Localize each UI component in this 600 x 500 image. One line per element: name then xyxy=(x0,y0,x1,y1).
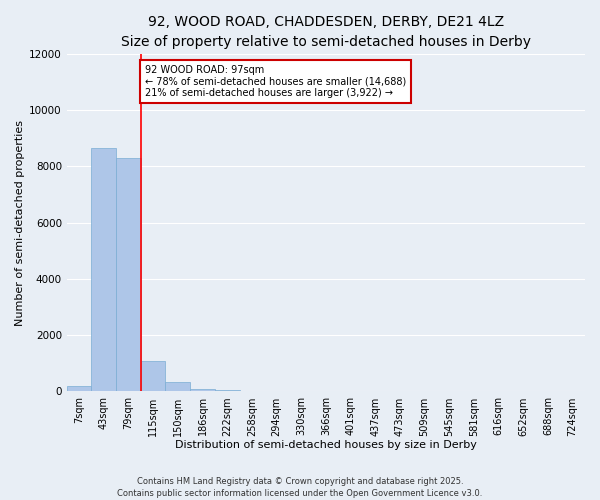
Bar xyxy=(116,158,141,392)
Bar xyxy=(215,390,239,392)
Title: 92, WOOD ROAD, CHADDESDEN, DERBY, DE21 4LZ
Size of property relative to semi-det: 92, WOOD ROAD, CHADDESDEN, DERBY, DE21 4… xyxy=(121,15,531,48)
Text: 92 WOOD ROAD: 97sqm
← 78% of semi-detached houses are smaller (14,688)
21% of se: 92 WOOD ROAD: 97sqm ← 78% of semi-detach… xyxy=(145,65,406,98)
X-axis label: Distribution of semi-detached houses by size in Derby: Distribution of semi-detached houses by … xyxy=(175,440,477,450)
Bar xyxy=(166,382,190,392)
Text: Contains HM Land Registry data © Crown copyright and database right 2025.
Contai: Contains HM Land Registry data © Crown c… xyxy=(118,476,482,498)
Bar xyxy=(67,386,91,392)
Y-axis label: Number of semi-detached properties: Number of semi-detached properties xyxy=(15,120,25,326)
Bar xyxy=(91,148,116,392)
Bar xyxy=(141,360,166,392)
Bar xyxy=(190,388,215,392)
